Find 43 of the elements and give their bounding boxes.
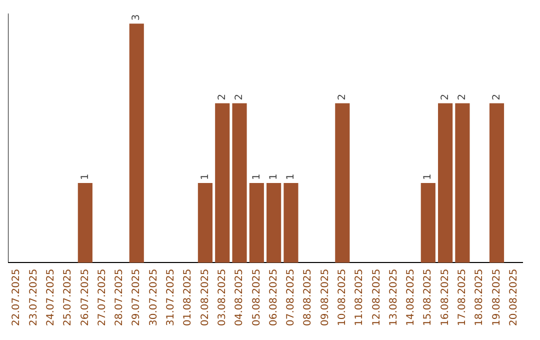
data-label: 1	[251, 174, 262, 180]
x-tick-label: 30.07.2025	[148, 268, 160, 326]
data-label: 1	[286, 174, 297, 180]
data-label: 1	[268, 174, 280, 180]
x-tick-label: 20.08.2025	[508, 268, 520, 326]
x-tick-label: 22.07.2025	[11, 268, 22, 326]
x-tick-label: 17.08.2025	[457, 268, 468, 326]
x-tick-label: 04.08.2025	[234, 268, 246, 326]
data-label: 2	[440, 94, 451, 100]
x-tick-label: 19.08.2025	[491, 268, 502, 326]
x-tick-label: 12.08.2025	[371, 268, 382, 326]
x-tick-label: 06.08.2025	[268, 268, 280, 326]
data-label: 2	[234, 94, 246, 100]
x-tick-label: 14.08.2025	[406, 268, 417, 326]
x-tick-label: 16.08.2025	[440, 268, 451, 326]
x-tick-label: 05.08.2025	[251, 268, 262, 326]
x-tick-label: 07.08.2025	[286, 268, 297, 326]
x-tick-label: 25.07.2025	[62, 268, 74, 326]
data-label: 2	[337, 94, 348, 100]
x-tick-label: 31.07.2025	[166, 268, 177, 326]
x-tick-label: 09.08.2025	[320, 268, 331, 326]
x-tick-label: 15.08.2025	[422, 268, 434, 326]
x-tick-label: 18.08.2025	[474, 268, 486, 326]
x-tick-label: 08.08.2025	[302, 268, 314, 326]
data-label: 1	[80, 174, 91, 180]
x-tick-label: 28.07.2025	[114, 268, 126, 326]
data-label: 2	[457, 94, 468, 100]
data-label: 2	[491, 94, 502, 100]
x-tick-label: 01.08.2025	[182, 268, 194, 326]
data-label: 1	[200, 174, 211, 180]
x-tick-label: 23.07.2025	[28, 268, 40, 326]
x-tick-label: 13.08.2025	[388, 268, 400, 326]
x-tick-label: 11.08.2025	[354, 268, 366, 326]
data-label: 3	[131, 14, 142, 21]
x-tick-label: 26.07.2025	[80, 268, 91, 326]
x-tick-label: 02.08.2025	[200, 268, 211, 326]
data-label: 2	[216, 94, 228, 100]
x-tick-label: 03.08.2025	[216, 268, 228, 326]
x-tick-label: 27.07.2025	[96, 268, 108, 326]
x-tick-label: 10.08.2025	[337, 268, 348, 326]
data-label: 1	[422, 174, 434, 180]
x-tick-label: 24.07.2025	[45, 268, 56, 326]
x-tick-label: 29.07.2025	[131, 268, 142, 326]
